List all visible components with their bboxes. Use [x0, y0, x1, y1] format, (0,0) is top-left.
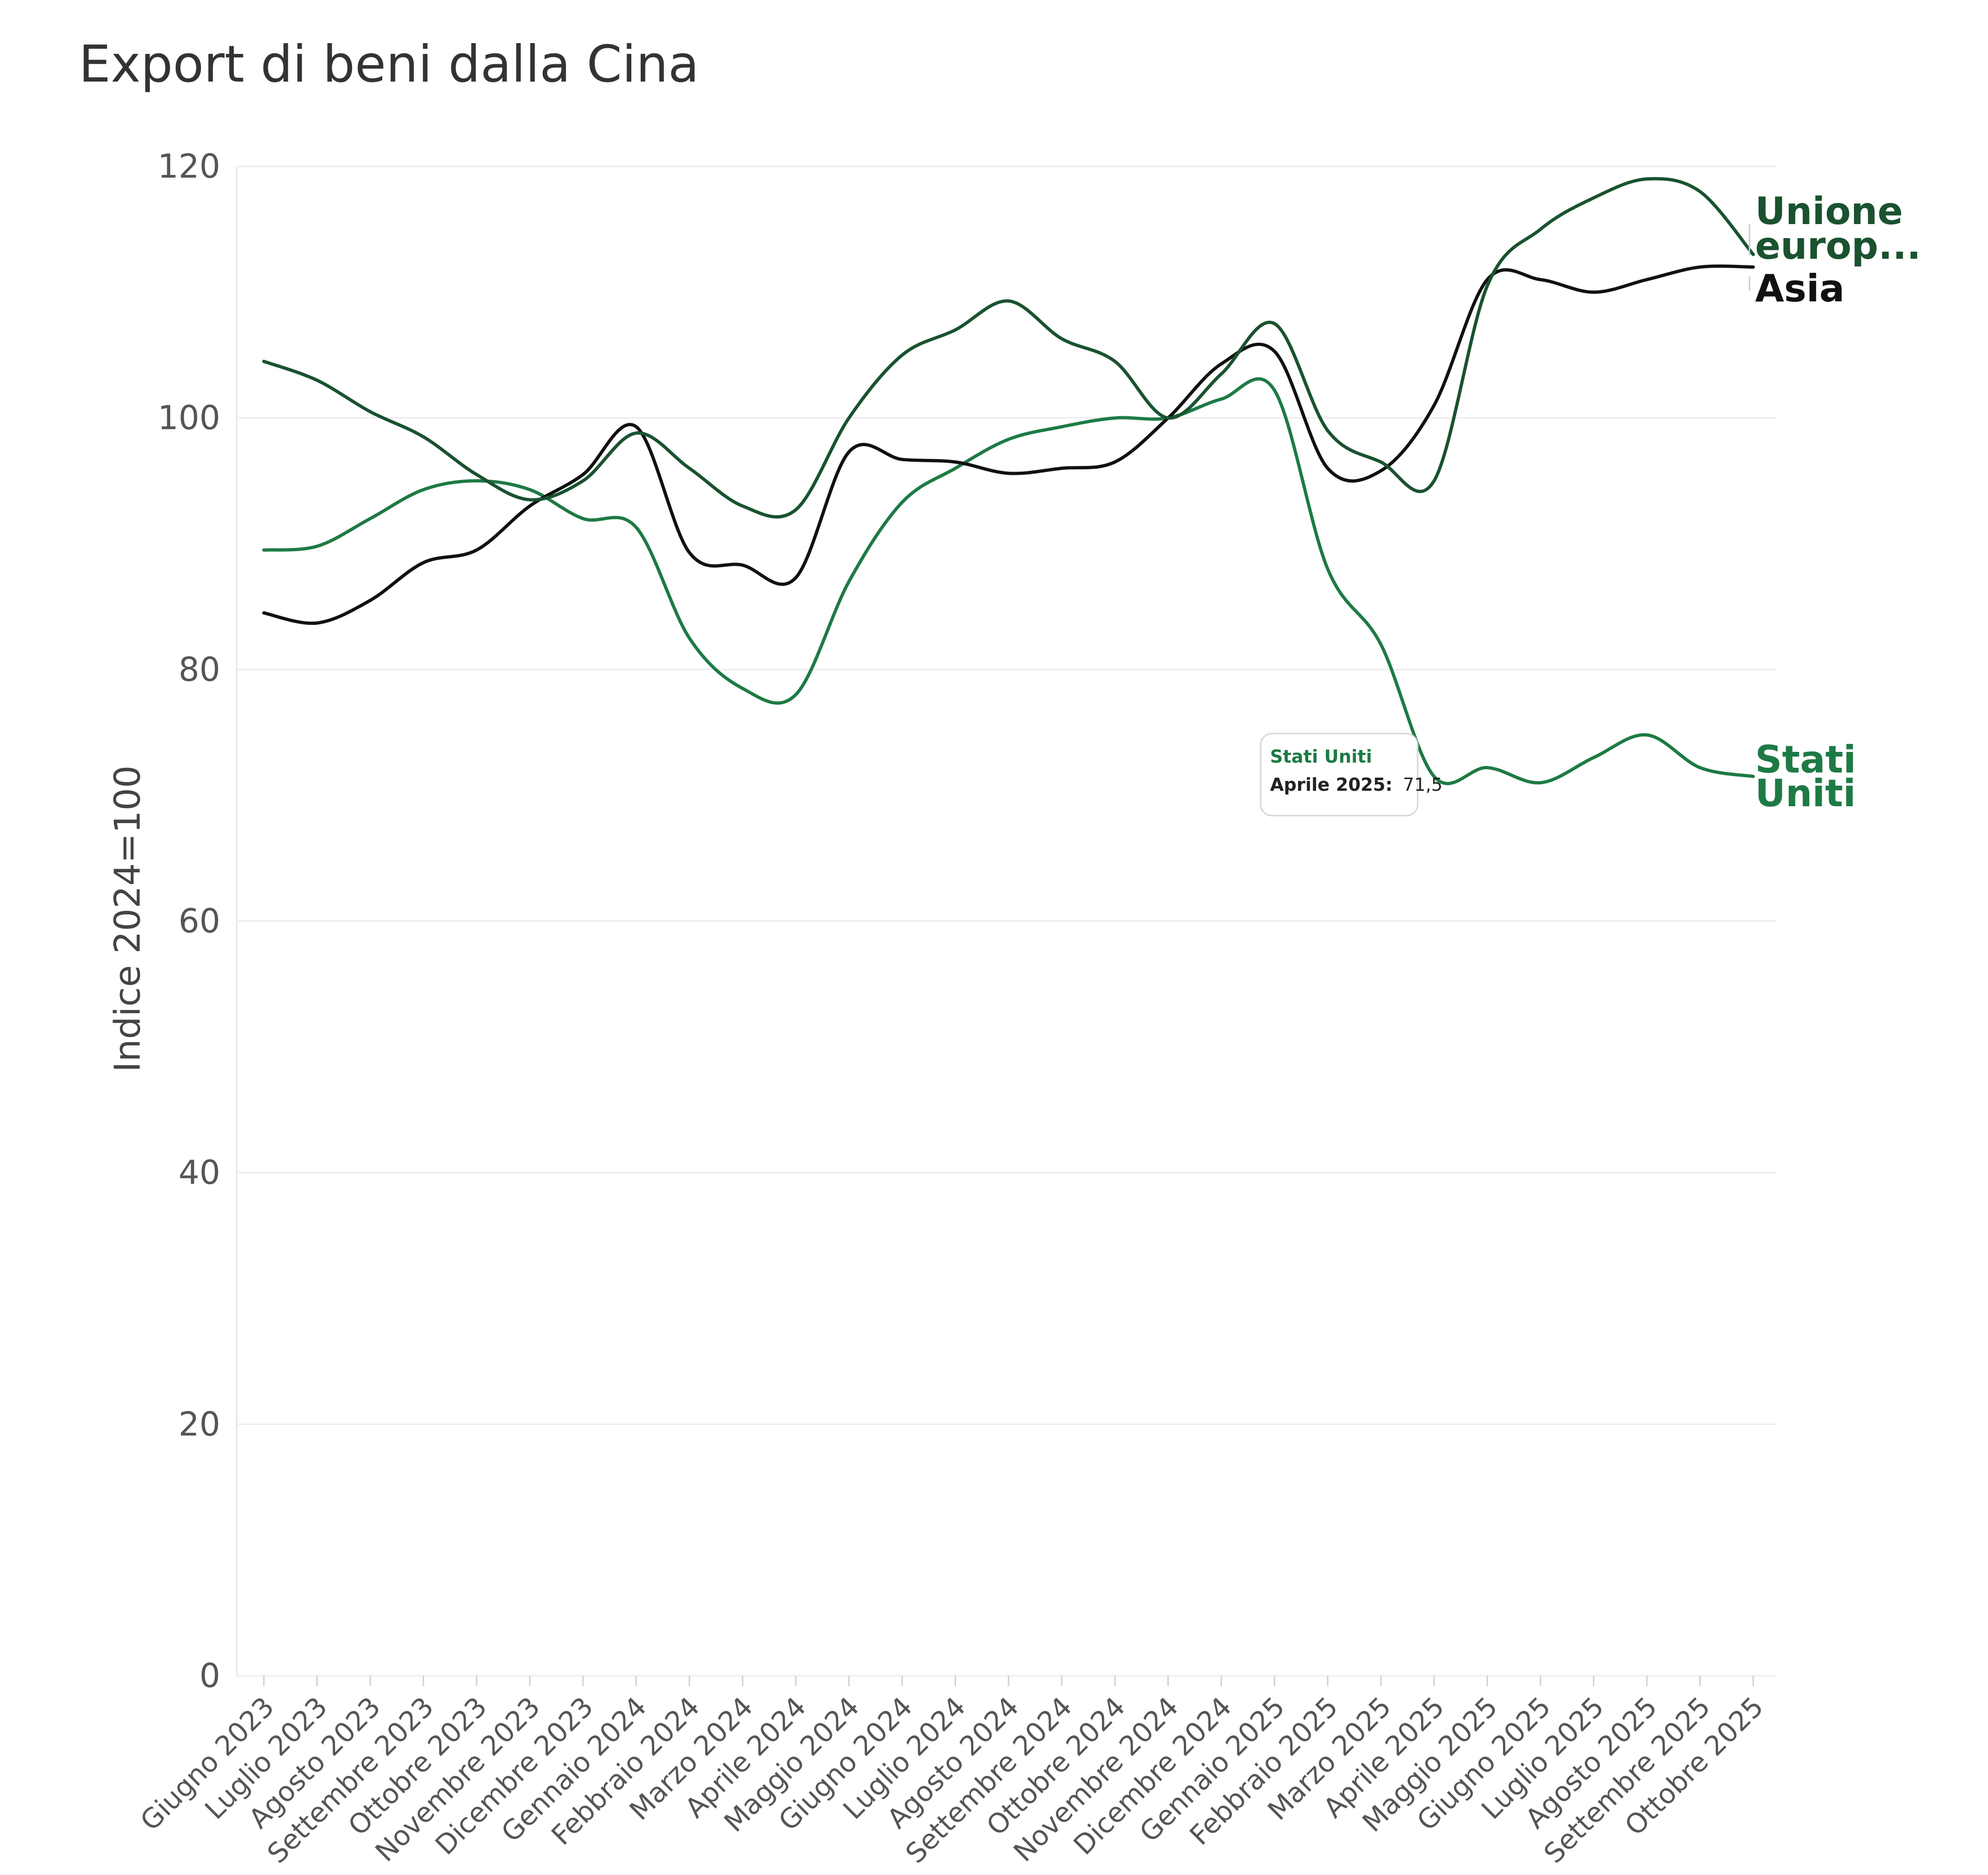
series-line-unione-europ: [262, 177, 1755, 519]
grid: [236, 165, 1776, 1677]
series-label-stati-uniti: Stati Uniti: [1755, 738, 1856, 815]
tooltip-box: [1260, 733, 1419, 817]
tooltip: Stati Uniti Aprile 2025: 71,5: [1260, 733, 1442, 817]
y-tick-label: 80: [179, 650, 220, 689]
chart-title: Export di beni dalla Cina: [79, 35, 699, 94]
y-tick-label: 100: [157, 399, 220, 437]
y-axis-label: Indice 2024=100: [106, 765, 148, 1072]
series-line-asia: [262, 264, 1755, 625]
y-tick-label: 0: [199, 1657, 220, 1695]
y-tick-label: 40: [179, 1154, 220, 1192]
tooltip-series-name: Stati Uniti: [1270, 746, 1372, 767]
y-tick-label: 20: [179, 1405, 220, 1443]
tooltip-label: Aprile 2025:: [1270, 774, 1392, 795]
series-lines: [262, 177, 1755, 785]
y-tick-label: 120: [157, 147, 220, 186]
series-label-asia: Asia: [1755, 267, 1845, 310]
y-tick-label: 60: [179, 902, 220, 940]
y-axis-ticks: 0 20 40 60 80 100 120: [157, 147, 220, 1695]
series-line-stati-uniti: [262, 377, 1755, 785]
tooltip-value-text: Aprile 2025: 71,5: [1270, 774, 1442, 795]
tooltip-value: 71,5: [1403, 774, 1442, 795]
series-label-unione-europ: Unione europ...: [1755, 189, 1921, 268]
